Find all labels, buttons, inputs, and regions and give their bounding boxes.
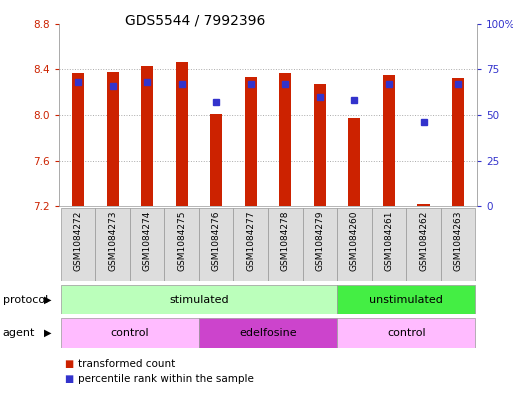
Text: ■: ■ — [64, 374, 73, 384]
Bar — [406, 208, 441, 281]
Text: GSM1084279: GSM1084279 — [315, 211, 324, 271]
Text: agent: agent — [3, 328, 35, 338]
Bar — [452, 79, 464, 206]
Bar — [314, 84, 326, 206]
Text: stimulated: stimulated — [169, 295, 229, 305]
Text: protocol: protocol — [3, 295, 48, 305]
Text: GDS5544 / 7992396: GDS5544 / 7992396 — [125, 14, 265, 28]
Bar — [233, 208, 268, 281]
Text: GSM1084274: GSM1084274 — [143, 211, 152, 271]
Bar — [107, 72, 119, 206]
Text: percentile rank within the sample: percentile rank within the sample — [78, 374, 254, 384]
Bar — [199, 318, 337, 348]
Bar — [61, 285, 337, 314]
Text: GSM1084276: GSM1084276 — [212, 211, 221, 271]
Text: ■: ■ — [64, 358, 73, 369]
Text: control: control — [387, 328, 426, 338]
Bar — [245, 77, 257, 206]
Bar — [164, 208, 199, 281]
Bar — [199, 208, 233, 281]
Bar — [210, 114, 222, 206]
Text: GSM1084278: GSM1084278 — [281, 211, 290, 271]
Bar — [441, 208, 476, 281]
Bar — [337, 285, 476, 314]
Text: GSM1084260: GSM1084260 — [350, 211, 359, 271]
Bar — [337, 208, 372, 281]
Text: ▶: ▶ — [44, 328, 51, 338]
Bar — [268, 208, 303, 281]
Bar — [348, 118, 361, 206]
Bar — [72, 73, 84, 206]
Bar — [61, 318, 199, 348]
Bar — [337, 318, 476, 348]
Bar — [372, 208, 406, 281]
Text: edelfosine: edelfosine — [239, 328, 297, 338]
Text: ▶: ▶ — [44, 295, 51, 305]
Text: GSM1084277: GSM1084277 — [246, 211, 255, 271]
Text: transformed count: transformed count — [78, 358, 176, 369]
Bar — [61, 208, 95, 281]
Bar — [175, 62, 188, 206]
Bar — [95, 208, 130, 281]
Bar — [130, 208, 164, 281]
Text: GSM1084263: GSM1084263 — [453, 211, 463, 271]
Bar — [279, 73, 291, 206]
Bar — [383, 75, 395, 206]
Text: GSM1084261: GSM1084261 — [384, 211, 393, 271]
Text: GSM1084273: GSM1084273 — [108, 211, 117, 271]
Text: GSM1084275: GSM1084275 — [177, 211, 186, 271]
Bar — [141, 66, 153, 206]
Text: control: control — [110, 328, 149, 338]
Text: GSM1084262: GSM1084262 — [419, 211, 428, 271]
Bar — [303, 208, 337, 281]
Text: GSM1084272: GSM1084272 — [73, 211, 83, 271]
Text: unstimulated: unstimulated — [369, 295, 443, 305]
Bar — [418, 204, 429, 206]
